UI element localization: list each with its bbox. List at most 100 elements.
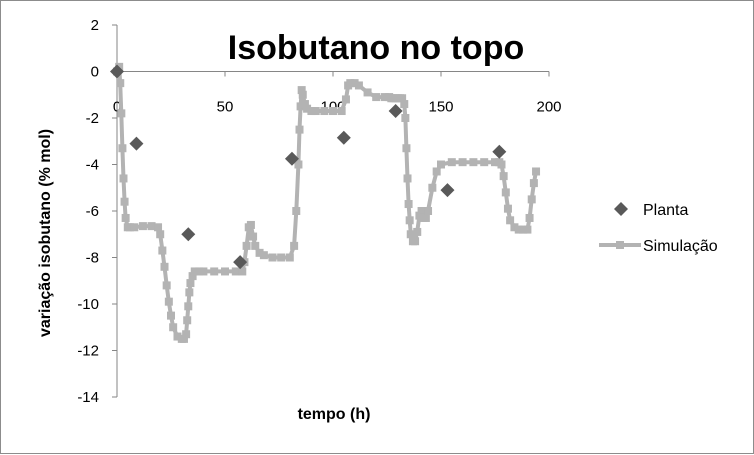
- simulation-point: [400, 100, 409, 109]
- simulation-point: [147, 222, 156, 231]
- simulation-point: [210, 267, 219, 276]
- simulation-point: [307, 107, 316, 116]
- y-tick-label: -14: [77, 389, 99, 406]
- simulation-point: [532, 167, 541, 176]
- simulation-point: [404, 200, 413, 209]
- simulation-point: [519, 225, 528, 234]
- simulation-point: [411, 237, 420, 246]
- simulation-point: [156, 230, 165, 239]
- y-tick-label: 2: [91, 17, 99, 34]
- simulation-point: [432, 167, 441, 176]
- simulation-point: [350, 79, 359, 88]
- simulation-point: [116, 79, 125, 88]
- simulation-point: [290, 241, 299, 250]
- simulation-point: [501, 188, 510, 197]
- simulation-point: [428, 183, 437, 192]
- simulation-point: [158, 246, 167, 255]
- simulation-point: [499, 172, 508, 181]
- simulation-point: [300, 100, 309, 109]
- simulation-point: [413, 227, 422, 236]
- y-tick-label: -4: [86, 157, 99, 174]
- simulation-point: [199, 267, 208, 276]
- simulation-point: [405, 216, 414, 225]
- simulation-point: [421, 213, 430, 222]
- simulation-point: [424, 207, 433, 215]
- simulation-point: [297, 86, 306, 95]
- y-tick-label: -8: [86, 250, 99, 267]
- simulation-point: [329, 107, 337, 116]
- simulation-point: [185, 288, 194, 297]
- simulation-point: [303, 104, 312, 113]
- simulation-point: [285, 253, 294, 262]
- simulation-point: [295, 125, 304, 134]
- simulation-point: [398, 94, 407, 103]
- simulation-point: [469, 158, 478, 167]
- plant-point: [388, 104, 403, 119]
- simulation-point: [320, 107, 329, 116]
- simulation-point: [380, 93, 389, 102]
- simulation-point: [246, 220, 255, 229]
- simulation-point: [514, 225, 523, 234]
- simulation-point: [523, 225, 532, 234]
- plant-point: [129, 136, 144, 151]
- legend: Planta Simulação: [599, 202, 718, 255]
- simulation-point: [231, 267, 240, 276]
- y-tick-label: 0: [91, 64, 99, 81]
- simulation-point: [417, 207, 426, 215]
- simulation-point: [437, 160, 445, 169]
- simulation-point: [117, 109, 126, 118]
- simulation-point: [527, 195, 536, 204]
- y-tick-label: -2: [86, 110, 99, 127]
- simulation-point: [167, 311, 175, 320]
- simulation-point: [118, 144, 127, 153]
- y-tick-label: -10: [77, 296, 99, 313]
- simulation-point: [403, 174, 412, 183]
- chart-title: Isobutano no topo: [228, 29, 525, 67]
- simulation-point: [311, 107, 320, 116]
- y-tick-label: -12: [77, 343, 99, 360]
- simulation-point: [447, 158, 456, 167]
- ticks-layer: 20-2-4-6-8-10-12-140 50 100 150 200: [77, 17, 561, 406]
- simulation-point: [341, 95, 350, 104]
- simulation-point: [184, 302, 193, 311]
- x-tick-label: 50: [217, 99, 234, 116]
- simulation-point: [160, 262, 169, 271]
- simulation-point: [510, 223, 519, 232]
- simulation-point: [195, 267, 204, 276]
- simulation-point: [363, 88, 372, 97]
- simulation-point: [354, 81, 363, 90]
- simulation-point: [249, 232, 258, 241]
- plant-point: [336, 130, 351, 145]
- simulation-point: [525, 213, 534, 222]
- simulation-point: [298, 90, 307, 99]
- simulation-point: [173, 332, 182, 341]
- x-tick-label: 150: [428, 99, 453, 116]
- plant-point: [181, 227, 196, 242]
- legend-simulation-label: Simulação: [643, 238, 718, 255]
- plant-point: [284, 151, 299, 166]
- simulation-point: [162, 281, 171, 290]
- legend-plant-label: Planta: [643, 202, 688, 219]
- x-tick-label: 200: [536, 99, 561, 116]
- simulation-point: [130, 223, 139, 232]
- series-layer: [110, 62, 541, 343]
- simulation-point: [503, 204, 512, 213]
- simulation-point: [480, 158, 489, 167]
- simulation-point: [242, 241, 251, 250]
- y-tick-label: -6: [86, 203, 99, 220]
- plant-point: [492, 144, 507, 159]
- simulation-point: [458, 158, 467, 167]
- simulation-point: [251, 241, 260, 250]
- legend-simulation-marker: [616, 241, 624, 249]
- simulation-point: [406, 230, 415, 239]
- simulation-point: [277, 253, 286, 262]
- simulation-point: [259, 251, 268, 260]
- simulation-point: [292, 207, 301, 215]
- simulation-point: [182, 330, 191, 339]
- x-axis-title: tempo (h): [298, 406, 371, 423]
- simulation-point: [268, 253, 277, 262]
- simulation-point: [402, 144, 411, 153]
- plant-point: [110, 64, 124, 79]
- simulation-point: [186, 279, 195, 288]
